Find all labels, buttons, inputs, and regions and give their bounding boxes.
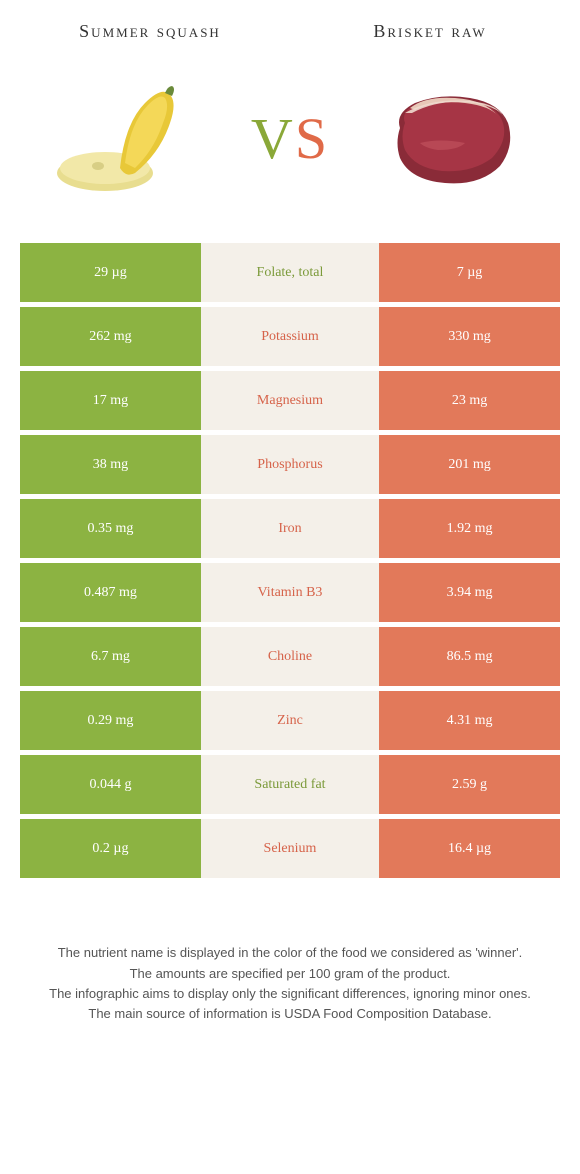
cell-left: 38 mg [20,435,201,494]
table-row: 29 µgFolate, total7 µg [20,243,560,302]
cell-right: 16.4 µg [379,819,560,878]
table-row: 38 mgPhosphorus201 mg [20,435,560,494]
footer-line: The amounts are specified per 100 gram o… [40,964,540,984]
table-row: 0.487 mgVitamin B33.94 mg [20,563,560,622]
cell-right: 7 µg [379,243,560,302]
cell-left: 0.29 mg [20,691,201,750]
cell-right: 23 mg [379,371,560,430]
footer-line: The infographic aims to display only the… [40,984,540,1004]
brisket-image [370,68,530,208]
cell-right: 3.94 mg [379,563,560,622]
cell-right: 2.59 g [379,755,560,814]
footer: The nutrient name is displayed in the co… [0,883,580,1024]
cell-nutrient: Phosphorus [201,435,379,494]
infographic-container: Summer squash Brisket raw VS [0,0,580,1024]
table-row: 17 mgMagnesium23 mg [20,371,560,430]
cell-nutrient: Magnesium [201,371,379,430]
cell-left: 0.2 µg [20,819,201,878]
table-row: 0.044 gSaturated fat2.59 g [20,755,560,814]
cell-left: 6.7 mg [20,627,201,686]
nutrient-table: 29 µgFolate, total7 µg262 mgPotassium330… [20,243,560,878]
table-row: 0.35 mgIron1.92 mg [20,499,560,558]
cell-nutrient: Selenium [201,819,379,878]
title-left: Summer squash [60,20,240,43]
cell-right: 201 mg [379,435,560,494]
images-row: VS [0,53,580,243]
cell-left: 29 µg [20,243,201,302]
header: Summer squash Brisket raw [0,0,580,53]
cell-nutrient: Folate, total [201,243,379,302]
footer-line: The main source of information is USDA F… [40,1004,540,1024]
table-row: 0.2 µgSelenium16.4 µg [20,819,560,878]
vs-label: VS [251,105,329,172]
table-row: 6.7 mgCholine86.5 mg [20,627,560,686]
cell-left: 17 mg [20,371,201,430]
table-row: 262 mgPotassium330 mg [20,307,560,366]
cell-left: 0.35 mg [20,499,201,558]
cell-nutrient: Choline [201,627,379,686]
cell-right: 1.92 mg [379,499,560,558]
cell-nutrient: Iron [201,499,379,558]
cell-right: 330 mg [379,307,560,366]
cell-left: 0.487 mg [20,563,201,622]
cell-left: 0.044 g [20,755,201,814]
squash-image [50,68,210,208]
vs-v: V [251,106,295,171]
cell-right: 86.5 mg [379,627,560,686]
cell-right: 4.31 mg [379,691,560,750]
title-right: Brisket raw [340,20,520,43]
brisket-icon [370,68,530,208]
table-row: 0.29 mgZinc4.31 mg [20,691,560,750]
cell-nutrient: Vitamin B3 [201,563,379,622]
cell-nutrient: Saturated fat [201,755,379,814]
footer-line: The nutrient name is displayed in the co… [40,943,540,963]
squash-icon [50,68,210,208]
cell-left: 262 mg [20,307,201,366]
cell-nutrient: Potassium [201,307,379,366]
vs-s: S [295,106,329,171]
cell-nutrient: Zinc [201,691,379,750]
